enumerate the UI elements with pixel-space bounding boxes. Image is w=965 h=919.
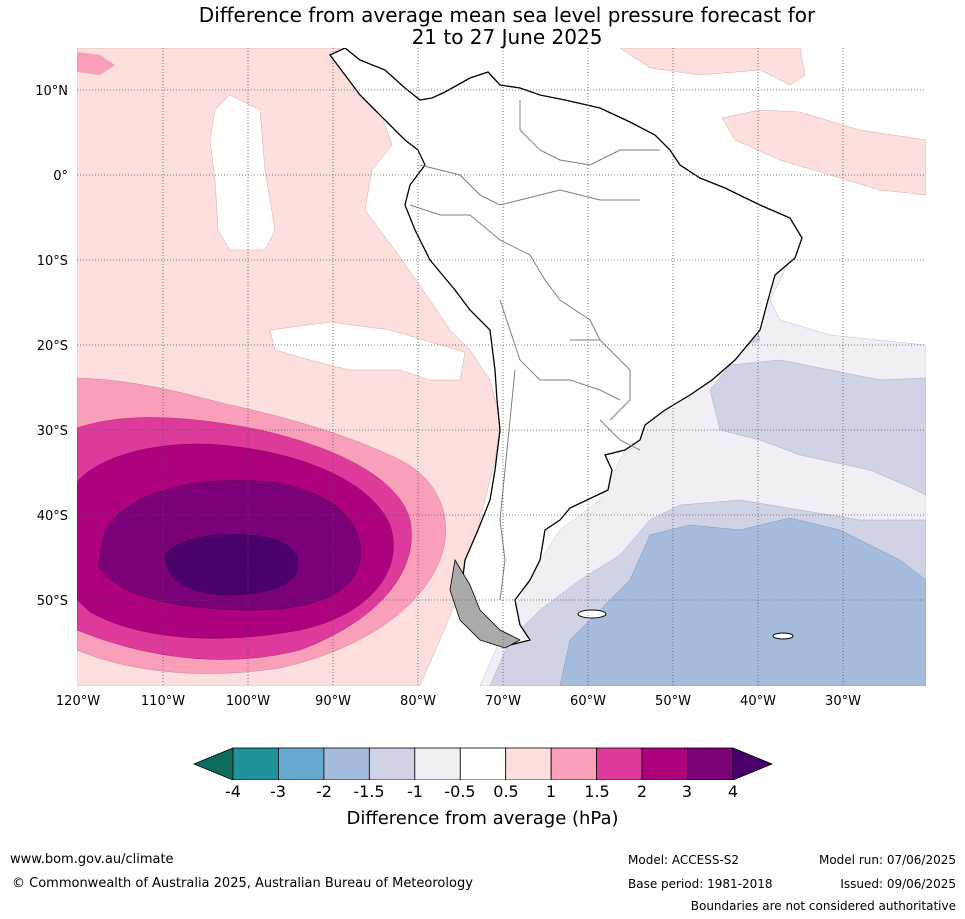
lon-label-50w: 50°W xyxy=(655,694,691,709)
pressure-anomaly-map: 10°N 0° 10°S 20°S 30°S 40°S 50°S 120°W 1… xyxy=(35,48,926,709)
colorbar-segment xyxy=(278,747,325,780)
colorbar-segment xyxy=(687,747,734,780)
latitude-labels: 10°N 0° 10°S 20°S 30°S 40°S 50°S xyxy=(35,84,68,609)
base-period: Base period: 1981-2018 xyxy=(628,877,773,891)
website-link[interactable]: www.bom.gov.au/climate xyxy=(10,852,174,867)
falkland-islands xyxy=(577,609,607,619)
land-masses xyxy=(328,48,803,649)
colorbar-tick: -4 xyxy=(225,782,241,801)
colorbar-segment xyxy=(414,747,461,780)
lat-label-10s: 10°S xyxy=(37,254,68,269)
colorbar-tick: -0.5 xyxy=(444,782,476,801)
lon-label-110w: 110°W xyxy=(141,694,185,709)
colorbar-tick: -1 xyxy=(407,782,423,801)
lon-label-30w: 30°W xyxy=(825,694,861,709)
model-run-date: Model run: 07/06/2025 xyxy=(818,853,956,867)
south-america-outline xyxy=(328,48,803,646)
colorbar-title: Difference from average (hPa) xyxy=(346,808,619,829)
colorbar-tick: 3 xyxy=(681,782,693,801)
lat-label-20s: 20°S xyxy=(37,339,68,354)
colorbar-segment xyxy=(232,747,279,780)
map-title-line-1: Difference from average mean sea level p… xyxy=(198,3,816,27)
south-georgia xyxy=(772,632,794,640)
colorbar-segment xyxy=(596,747,643,780)
anomaly-region-0.5-1-atlantic-north xyxy=(619,48,806,86)
lat-label-0: 0° xyxy=(53,169,68,184)
colorbar-tick: 1 xyxy=(545,782,557,801)
colorbar-segment xyxy=(368,747,416,780)
lat-label-40s: 40°S xyxy=(37,509,68,524)
colorbar-extend-high xyxy=(732,747,774,780)
colorbar-segment xyxy=(641,747,688,780)
lat-label-30s: 30°S xyxy=(37,424,68,439)
map-title-line-2: 21 to 27 June 2025 xyxy=(411,25,603,49)
lon-label-90w: 90°W xyxy=(315,694,351,709)
longitude-labels: 120°W 110°W 100°W 90°W 80°W 70°W 60°W 50… xyxy=(56,694,861,709)
colorbar-tick: -3 xyxy=(270,782,286,801)
map-title: Difference from average mean sea level p… xyxy=(0,4,965,48)
boundaries-disclaimer: Boundaries are not considered authoritat… xyxy=(690,899,956,913)
colorbar-tick: 2 xyxy=(636,782,648,801)
colorbar-extend-low xyxy=(192,747,234,780)
copyright-text: © Commonwealth of Australia 2025, Austra… xyxy=(12,876,473,891)
colorbar-segment xyxy=(459,747,507,780)
issued-date: Issued: 09/06/2025 xyxy=(840,877,956,891)
colorbar-segments xyxy=(192,747,774,780)
model-name: Model: ACCESS-S2 xyxy=(628,853,740,867)
graticule xyxy=(77,48,926,686)
colorbar-segment xyxy=(550,747,598,780)
anomaly-region-0.5-1-small xyxy=(275,98,320,118)
lon-label-60w: 60°W xyxy=(570,694,606,709)
anomaly-region-above-4 xyxy=(164,534,299,596)
colorbar-segment xyxy=(323,747,370,780)
anomaly-region-0.5-1-atlantic-east xyxy=(721,109,926,196)
colorbar-segment xyxy=(505,747,552,780)
lat-label-50s: 50°S xyxy=(37,594,68,609)
colorbar-tick: -1.5 xyxy=(353,782,385,801)
colorbar-tick: 1.5 xyxy=(584,782,610,801)
country-borders xyxy=(409,100,660,601)
lat-label-10n: 10°N xyxy=(35,84,68,99)
lon-label-100w: 100°W xyxy=(226,694,270,709)
colorbar xyxy=(192,747,774,780)
colorbar-tick: 0.5 xyxy=(493,782,519,801)
tierra-del-fuego xyxy=(449,558,521,649)
lon-label-40w: 40°W xyxy=(740,694,776,709)
anomaly-region-minus-1.5-minus-2 xyxy=(559,517,926,686)
lon-label-70w: 70°W xyxy=(485,694,521,709)
lon-label-120w: 120°W xyxy=(56,694,100,709)
colorbar-tick: 4 xyxy=(727,782,739,801)
anomaly-region-1-1.5-small xyxy=(77,52,115,75)
colorbar-tick: -2 xyxy=(316,782,332,801)
lon-label-80w: 80°W xyxy=(400,694,436,709)
